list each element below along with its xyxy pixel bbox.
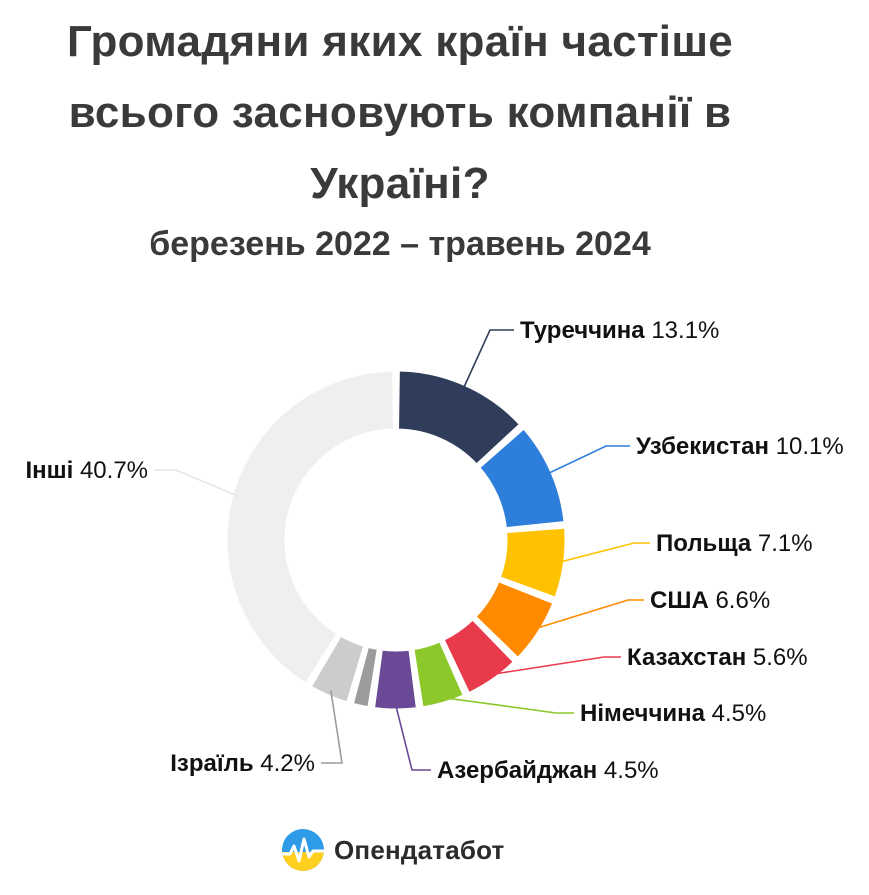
slice-label-0: Туреччина 13.1% bbox=[520, 317, 719, 344]
chart-title: Громадяни яких країн частіше всього засн… bbox=[0, 6, 800, 219]
leader-line-4 bbox=[489, 656, 621, 676]
slice-label-1: Узбекистан 10.1% bbox=[636, 433, 844, 460]
title-line-2: всього засновують компанії в bbox=[68, 88, 732, 137]
slice-label-2: Польща 7.1% bbox=[656, 530, 813, 557]
slice-label-9: Інші 40.7% bbox=[25, 457, 148, 484]
slice-label-8: Ізраїль 4.2% bbox=[170, 750, 315, 777]
slice-label-name: Узбекистан bbox=[636, 433, 769, 460]
slice-unlabeled-7 bbox=[350, 644, 380, 710]
brand-logo: Опендатабот bbox=[280, 826, 504, 874]
slice-label-name: Казахстан bbox=[627, 644, 746, 671]
sun-heartbeat-logo-icon bbox=[282, 829, 324, 871]
slice-label-4: Казахстан 5.6% bbox=[627, 644, 808, 671]
slice-label-value: 5.6% bbox=[746, 644, 807, 671]
slice-label-value: 4.5% bbox=[597, 757, 658, 784]
slice-label-value: 40.7% bbox=[73, 457, 148, 484]
slice-6 bbox=[371, 647, 419, 712]
slice-label-name: Ізраїль bbox=[170, 750, 253, 777]
slice-label-name: Німеччина bbox=[580, 700, 706, 727]
slice-label-name: Туреччина bbox=[520, 317, 645, 344]
slice-label-name: Польща bbox=[656, 530, 752, 557]
slice-1 bbox=[477, 426, 567, 531]
slice-label-value: 6.6% bbox=[709, 587, 770, 614]
brand-name: Опендатабот bbox=[334, 834, 505, 865]
slice-2 bbox=[497, 525, 568, 600]
leader-line-2 bbox=[558, 542, 650, 564]
slice-label-value: 7.1% bbox=[751, 530, 812, 557]
slice-label-3: США 6.6% bbox=[650, 587, 770, 614]
slice-label-name: Інші bbox=[25, 457, 73, 484]
slice-label-value: 10.1% bbox=[769, 433, 844, 460]
slice-label-6: Азербайджан 4.5% bbox=[437, 757, 659, 784]
leader-line-0 bbox=[461, 329, 514, 391]
leader-line-1 bbox=[545, 445, 630, 476]
slice-label-value: 4.2% bbox=[254, 750, 315, 777]
leader-line-6 bbox=[394, 703, 431, 771]
title-line-3: Україні? bbox=[310, 159, 490, 208]
leader-line-3 bbox=[533, 599, 644, 630]
title-line-1: Громадяни яких країн частіше bbox=[66, 17, 734, 66]
slice-8 bbox=[308, 633, 367, 705]
slice-label-5: Німеччина 4.5% bbox=[580, 700, 766, 727]
slice-label-value: 4.5% bbox=[705, 700, 766, 727]
slice-3 bbox=[473, 579, 556, 661]
slice-label-name: Азербайджан bbox=[437, 757, 597, 784]
leader-line-9 bbox=[154, 469, 239, 497]
leader-line-8 bbox=[321, 690, 343, 764]
chart-subtitle: березень 2022 – травень 2024 bbox=[149, 225, 651, 263]
slice-9 bbox=[224, 368, 396, 686]
slice-label-name: США bbox=[650, 587, 709, 614]
slice-5 bbox=[411, 639, 466, 710]
slice-0 bbox=[396, 368, 523, 467]
leader-line-5 bbox=[441, 696, 574, 714]
slice-label-value: 13.1% bbox=[645, 317, 720, 344]
